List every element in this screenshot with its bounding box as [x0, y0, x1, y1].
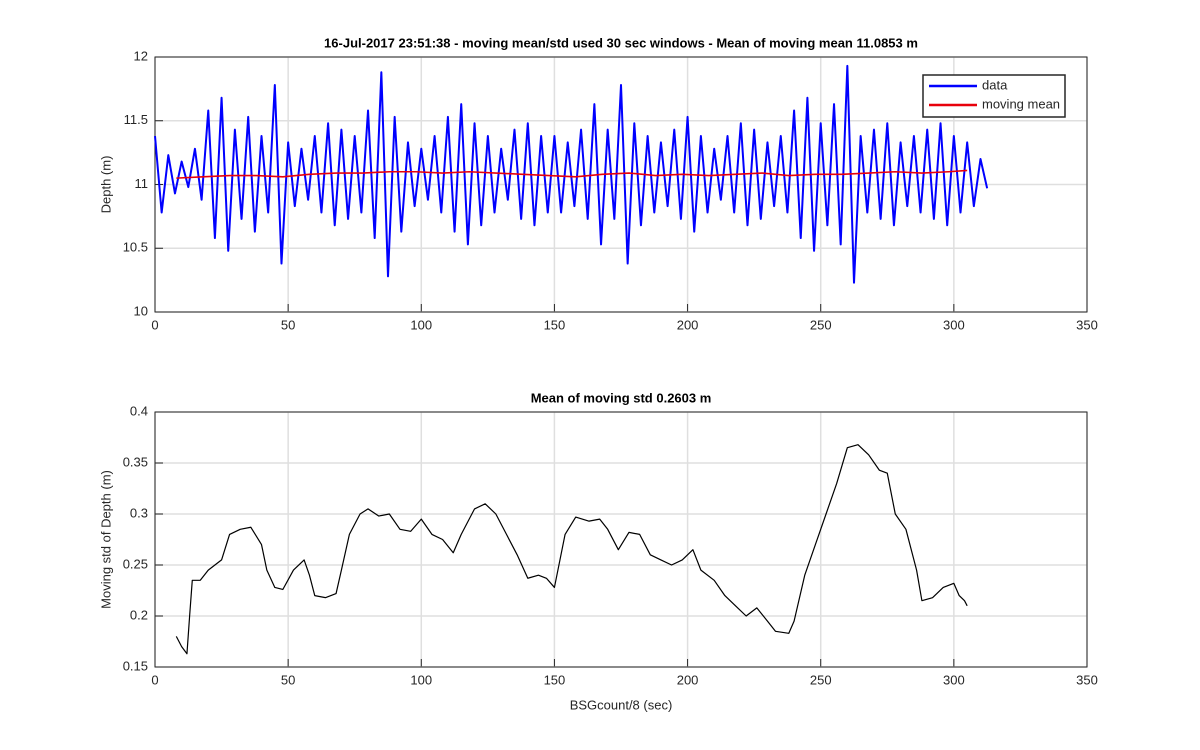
x-tick-label: 50 [281, 672, 295, 687]
legend-box [922, 74, 1066, 118]
x-tick-label: 250 [810, 672, 832, 687]
y-axis-label: Depth (m) [98, 156, 113, 214]
y-tick-label: 0.3 [130, 505, 148, 520]
y-tick-label: 12 [134, 48, 148, 63]
x-tick-label: 0 [151, 317, 158, 332]
x-axis-label: BSGcount/8 (sec) [570, 697, 673, 712]
chart-title: Mean of moving std 0.2603 m [531, 390, 712, 405]
axes-box [154, 56, 1088, 313]
y-tick-label: 11.5 [124, 112, 148, 127]
y-axis-label: Moving std of Depth (m) [98, 470, 113, 609]
x-tick-label: 50 [281, 317, 295, 332]
x-tick-label: 200 [677, 672, 699, 687]
y-tick-label: 10.5 [123, 240, 148, 255]
data-line [175, 444, 968, 655]
x-tick-label: 0 [151, 672, 158, 687]
data-line [154, 64, 989, 284]
y-tick-label: 10 [134, 303, 148, 318]
x-tick-label: 350 [1076, 672, 1098, 687]
x-tick-label: 350 [1076, 317, 1098, 332]
x-tick-label: 100 [410, 317, 432, 332]
y-tick-label: 0.35 [123, 454, 148, 469]
y-tick-label: 0.25 [123, 556, 148, 571]
y-tick-label: 0.15 [123, 658, 148, 673]
x-tick-label: 250 [810, 317, 832, 332]
x-tick-label: 300 [943, 317, 965, 332]
y-tick-label: 0.2 [130, 607, 148, 622]
x-tick-label: 150 [544, 672, 566, 687]
data-line [176, 169, 968, 179]
legend-label: data [982, 77, 1008, 92]
y-tick-label: 0.4 [130, 403, 148, 418]
legend-label: moving mean [982, 96, 1060, 111]
x-tick-label: 150 [544, 317, 566, 332]
x-tick-label: 200 [677, 317, 699, 332]
chart-title: 16-Jul-2017 23:51:38 - moving mean/std u… [324, 35, 918, 50]
x-tick-label: 100 [410, 672, 432, 687]
x-tick-label: 300 [943, 672, 965, 687]
y-tick-label: 11 [135, 176, 149, 191]
plot-area [155, 412, 1087, 667]
axes-box [154, 411, 1088, 668]
